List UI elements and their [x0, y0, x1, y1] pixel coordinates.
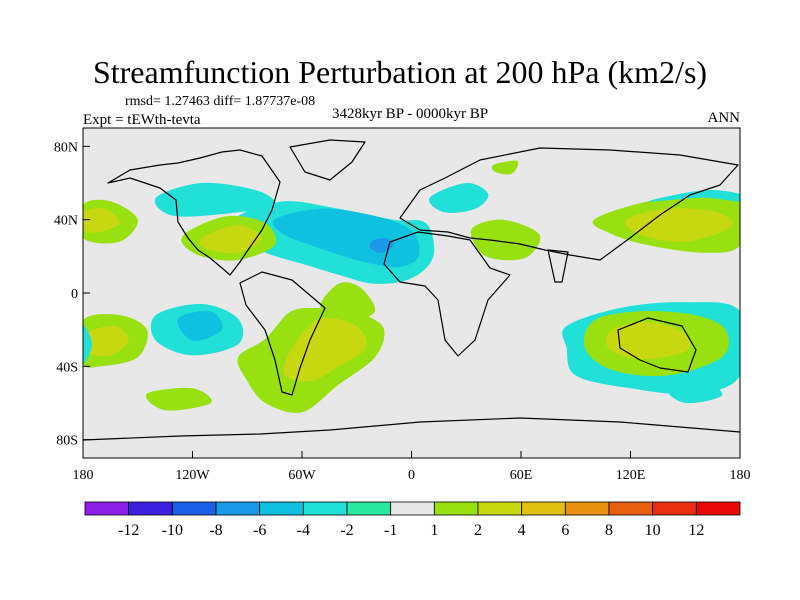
- coastline-north-america: [107, 149, 281, 276]
- period-label: 3428kyr BP - 0000kyr BP: [331, 106, 489, 122]
- colorbar-label: -6: [253, 522, 266, 539]
- colorbar-swatch: [128, 501, 173, 516]
- region-north-pacific-west-edge: [648, 190, 740, 202]
- colorbar-swatch: [259, 501, 304, 516]
- colorbar-label: 2: [474, 522, 482, 539]
- colorbar: -12 -10 -8 -6 -4 -2 -1 1 2 4 6 8 10 12: [84, 501, 741, 539]
- coastline-greenland: [289, 139, 366, 181]
- y-tick-label: 80N: [54, 140, 78, 155]
- stats-line: rmsd= 1.27463 diff= 1.87737e-08: [125, 94, 316, 109]
- region-north-pacific-negative: [154, 182, 276, 217]
- colorbar-swatch: [521, 501, 566, 516]
- region-north-atlantic-core: [272, 208, 420, 268]
- colorbar-swatch: [215, 501, 261, 516]
- experiment-label: Expt = tEWth-tevta: [83, 112, 201, 128]
- colorbar-swatch: [477, 501, 523, 516]
- coastline-eurasia: [399, 147, 739, 261]
- x-tick-label: 180: [73, 468, 94, 483]
- x-tick-label: 180: [730, 468, 751, 483]
- colorbar-label: -1: [384, 522, 397, 539]
- x-tick-label: 120W: [175, 468, 210, 483]
- x-axis: 180 120W 60W 0 60E 120E 180: [73, 451, 751, 483]
- y-tick-label: 40N: [54, 214, 78, 229]
- y-tick-label: 0: [71, 287, 78, 302]
- region-south-america-core: [283, 317, 367, 382]
- colorbar-swatch: [346, 501, 392, 516]
- colorbar-swatch: [84, 501, 130, 516]
- x-tick-label: 60W: [288, 468, 316, 483]
- colorbar-label: 1: [430, 522, 438, 539]
- colorbar-label: 10: [645, 522, 661, 539]
- colorbar-label: 4: [518, 522, 526, 539]
- region-europe-negative: [429, 182, 489, 213]
- coastline-india: [547, 249, 569, 283]
- colorbar-label: 12: [688, 522, 704, 539]
- contour-regions: [83, 160, 740, 413]
- region-australia-core: [605, 322, 691, 360]
- coastline-south-america: [239, 271, 326, 396]
- colorbar-swatch: [302, 501, 348, 516]
- region-east-pacific-core: [177, 310, 223, 341]
- y-axis: 80N 40N 0 40S 80S: [54, 140, 90, 449]
- coastline-africa: [383, 231, 511, 357]
- colorbar-label: -2: [340, 522, 353, 539]
- colorbar-swatch: [652, 501, 697, 516]
- colorbar-label: -10: [162, 522, 183, 539]
- colorbar-swatch: [171, 501, 217, 516]
- colorbar-swatch: [390, 501, 435, 516]
- region-scandinavia-blob: [491, 160, 519, 175]
- region-south-atlantic-tail: [320, 282, 376, 321]
- colorbar-label: -8: [209, 522, 222, 539]
- coastlines: [83, 139, 740, 441]
- season-label: ANN: [707, 110, 741, 126]
- region-south-pacific-bottom: [145, 387, 212, 411]
- region-arabia-positive: [470, 219, 541, 261]
- region-west-pacific-south-core: [83, 325, 129, 357]
- y-tick-label: 80S: [56, 434, 78, 449]
- colorbar-swatch: [608, 501, 654, 516]
- x-tick-label: 0: [408, 468, 415, 483]
- colorbar-swatch: [564, 501, 610, 516]
- chart-title: Streamfunction Perturbation at 200 hPa (…: [92, 54, 708, 90]
- colorbar-label: 6: [561, 522, 569, 539]
- colorbar-label: -4: [297, 522, 310, 539]
- colorbar-label: -12: [118, 522, 139, 539]
- region-north-pacific-east-core: [83, 207, 120, 233]
- coastline-antarctica: [83, 417, 740, 441]
- region-north-pacific-west-core: [625, 208, 733, 242]
- colorbar-label: 8: [605, 522, 613, 539]
- coastline-australia: [617, 317, 697, 373]
- region-gulf-of-mexico-core: [199, 225, 262, 254]
- colorbar-swatch: [695, 501, 741, 516]
- x-tick-label: 60E: [510, 468, 533, 483]
- region-south-indian-bottom: [666, 380, 723, 404]
- y-tick-label: 40S: [56, 360, 78, 375]
- region-southwest-pacific-negative: [83, 325, 93, 364]
- x-tick-label: 120E: [616, 468, 646, 483]
- colorbar-swatch: [433, 501, 479, 516]
